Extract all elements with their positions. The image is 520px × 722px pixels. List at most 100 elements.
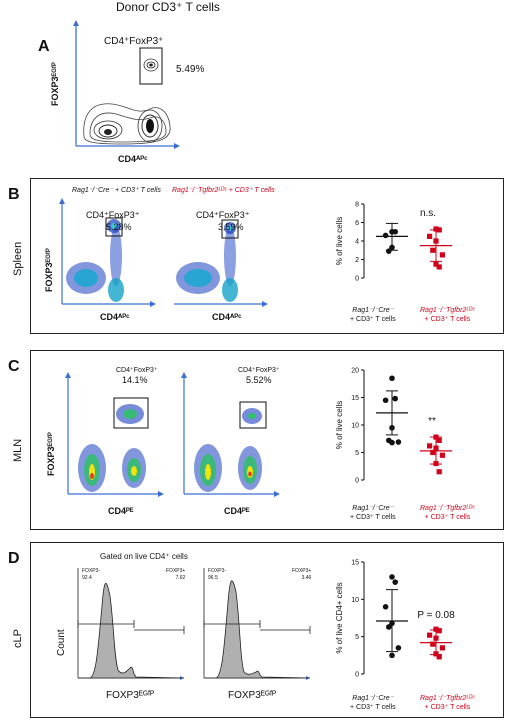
y-tick-label: 20: [351, 368, 359, 375]
data-point: [427, 632, 433, 638]
y-tick-label: 15: [351, 395, 359, 402]
panel-c-letter: C: [8, 358, 20, 375]
y-tick-label: 10: [351, 597, 359, 604]
data-point: [389, 574, 395, 580]
data-point: [427, 233, 433, 239]
data-point: [392, 579, 398, 585]
panel-c-gate-pct-left: 14.1%: [122, 375, 148, 385]
data-point: [386, 624, 392, 630]
panel-c-frame: [30, 350, 504, 530]
panel-d-left-pos-name: FOXP3+: [166, 568, 186, 574]
y-tick-label: 5: [355, 450, 359, 457]
data-point: [436, 628, 442, 634]
panel-c-scatter-chart: 0 5 10 15 20 % of live cells **: [335, 368, 452, 485]
panel-a-ylabel: FOXP3ᴱᴳᶠᴾ: [50, 62, 60, 106]
panel-c-xlabel-left: CD4ᴾᴱ: [108, 506, 134, 516]
panel-b-gate-label-left: CD4⁺FoxP3⁺: [86, 210, 140, 220]
panel-d-left-pos-value: 7.62: [175, 575, 186, 581]
panel-a-letter: A: [38, 38, 50, 55]
panel-c-group2-label: Rag1⁻/⁻Tgfbr2ᴸᴰᶜ + CD3⁺ T cells: [420, 504, 475, 522]
panel-c-tissue: MLN: [12, 438, 24, 462]
panel-a-title: Donor CD3⁺ T cells: [116, 0, 220, 14]
data-point: [433, 226, 439, 232]
panel-b-dotplot-right: [174, 219, 268, 307]
panel-d-tissue: cLP: [12, 629, 24, 648]
data-point: [382, 232, 389, 239]
panel-c-gate-label-right: CD4⁺FoxP3⁺: [238, 367, 280, 374]
data-point: [430, 449, 436, 456]
y-tick-label: 0: [355, 672, 359, 679]
panel-d-left-neg-label: FOXP3- 92.4: [82, 568, 100, 582]
y-tick-label: 15: [351, 560, 359, 567]
panel-b-xlabel-left: CD4ᴬᴾᶜ: [100, 312, 130, 322]
panel-d-group2-label: Rag1⁻/⁻Tgfbr2ᴸᴰᶜ + CD3⁺ T cells: [420, 694, 475, 712]
data-point: [386, 248, 392, 254]
y-tick-label: 5: [355, 634, 359, 641]
data-point: [433, 261, 439, 267]
panel-d-left-pos-label: FOXP3+ 7.62: [166, 568, 185, 582]
y-tick-label: 10: [351, 423, 359, 430]
panel-d-right-pos-label: FOXP3+ 3.46: [292, 568, 311, 582]
panel-d-gated-label: Gated on live CD4⁺ cells: [100, 552, 188, 561]
panel-a-gate-label: CD4⁺FoxP3⁺: [104, 36, 164, 47]
panel-c-ylabel: FOXP3ᴱᴳᶠᴾ: [46, 432, 56, 476]
panel-c-dotplot-left: [65, 372, 164, 497]
y-tick-label: 8: [355, 202, 359, 209]
panel-d-group2-line2: + CD3⁺ T cells: [424, 704, 471, 711]
panel-b-group1-line2: + CD3⁺ T cells: [350, 316, 396, 323]
panel-b-header-right: Rag1⁻/⁻Tgfbr2ᴸᴰᶜ + CD3⁺ T cells: [172, 187, 275, 194]
panel-b-frame: [30, 178, 504, 334]
panel-b-gate-pct-right: 3.59%: [218, 222, 244, 232]
data-point: [439, 452, 445, 458]
data-point: [395, 439, 402, 445]
data-point: [389, 375, 395, 382]
panel-d-left-neg-value: 92.4: [82, 575, 92, 581]
panel-b-group1-label: Rag1⁻/⁻Cre⁻ + CD3⁺ T cells: [350, 306, 396, 324]
panel-d-right-pos-value: 3.46: [301, 575, 312, 581]
y-tick-label: 6: [355, 220, 359, 227]
panel-c-gate-pct-right: 5.52%: [246, 375, 272, 385]
significance-label: n.s.: [420, 208, 436, 219]
panel-d-scatter-chart: 0 5 10 15 % of live CD4+ cells P = 0.08: [335, 560, 455, 679]
panel-c-group2-line1: Rag1⁻/⁻Tgfbr2ᴸᴰᶜ: [420, 505, 475, 512]
panel-d-group2-line1: Rag1⁻/⁻Tgfbr2ᴸᴰᶜ: [420, 695, 475, 702]
data-point: [395, 645, 402, 651]
data-point: [389, 439, 395, 446]
data-point: [427, 443, 433, 449]
panel-d-right-neg-name: FOXP3-: [208, 568, 227, 574]
data-point: [436, 437, 442, 443]
panel-b-group1-line1: Rag1⁻/⁻Cre⁻: [352, 307, 394, 314]
y-axis-label: % of live cells: [335, 401, 344, 449]
panel-a-gate-pct: 5.49%: [176, 64, 205, 75]
panel-d-group1-line1: Rag1⁻/⁻Cre⁻: [352, 695, 394, 702]
data-point: [436, 469, 442, 475]
significance-label: P = 0.08: [417, 610, 455, 621]
panel-c-group1-line1: Rag1⁻/⁻Cre⁻: [352, 505, 394, 512]
panel-b-scatter-chart: 0 2 4 6 8 % of live cells n.s.: [335, 202, 452, 283]
panel-b-group2-label: Rag1⁻/⁻Tgfbr2ᴸᴰᶜ + CD3⁺ T cells: [420, 306, 475, 324]
panel-d-frame: [30, 542, 504, 718]
data-point: [436, 654, 442, 660]
panel-b-dotplot-left: [59, 198, 156, 307]
data-point: [430, 247, 436, 253]
data-point: [439, 252, 445, 258]
data-point: [433, 626, 439, 632]
y-axis-label: % of live CD4+ cells: [335, 582, 344, 653]
y-tick-label: 0: [355, 276, 359, 283]
panel-a-contour-plot: [73, 20, 180, 149]
panel-b-ylabel: FOXP3ᴱᴳᶠᴾ: [44, 248, 54, 292]
data-point: [439, 645, 445, 651]
panel-c-xlabel-right: CD4ᴾᴱ: [224, 506, 250, 516]
panel-d-histogram-right: [203, 568, 311, 680]
panel-b-gate-label-right: CD4⁺FoxP3⁺: [196, 210, 250, 220]
panel-d-group1-line2: + CD3⁺ T cells: [350, 704, 396, 711]
data-point: [392, 228, 398, 235]
panel-b-header-left: Rag1⁻/⁻Cre⁻ + CD3⁺ T cells: [72, 187, 161, 194]
panel-b-letter: B: [8, 186, 20, 203]
panel-d-xlabel-right: FOXP3ᴱᴳᶠᴾ: [228, 690, 277, 701]
significance-label: **: [428, 416, 436, 427]
data-point: [382, 397, 389, 404]
panel-b-tissue: Spleen: [12, 241, 24, 276]
y-axis-label: % of live cells: [335, 217, 344, 265]
data-point: [382, 604, 389, 610]
